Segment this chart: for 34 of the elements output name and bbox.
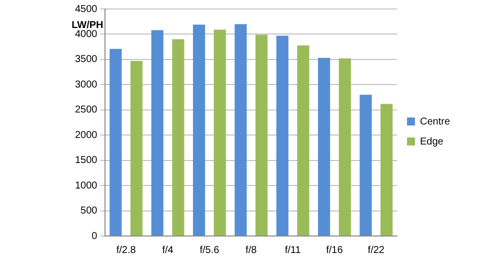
y-tick-label: 2500 [74,104,98,116]
bar [318,58,330,236]
bar [151,30,164,236]
x-tick-label: f/11 [284,244,302,256]
y-tick-label: 2000 [74,130,98,141]
legend-label: Centre [420,116,450,128]
y-tick-label: 1500 [74,155,98,166]
y-tick-label: 4000 [74,28,98,40]
x-tick-label: f/4 [162,244,174,256]
x-tick-label: f/16 [326,244,344,256]
bar [255,34,268,236]
x-tick-label: f/22 [368,244,385,256]
bar [338,58,351,236]
bar [172,39,184,236]
y-tick-label: 3500 [74,54,98,66]
bar [192,24,206,236]
bar [380,104,393,236]
legend-label: Edge [420,136,444,148]
y-tick-label: 4500 [74,4,98,15]
bar [234,24,247,236]
bar [276,36,288,236]
y-tick-label: 500 [80,206,98,217]
y-tick-label: 0 [92,230,98,242]
bar [360,94,372,236]
bar [130,60,143,236]
x-tick-label: f/8 [246,244,258,256]
y-tick-label: 1000 [74,180,98,192]
bar [297,45,310,236]
bar [214,30,226,236]
x-tick-label: f/2.8 [116,244,136,256]
y-axis-title: LW/PH [72,20,104,31]
y-tick-label: 3000 [74,79,98,90]
x-tick-label: f/5.6 [200,244,220,256]
bar [110,48,122,236]
